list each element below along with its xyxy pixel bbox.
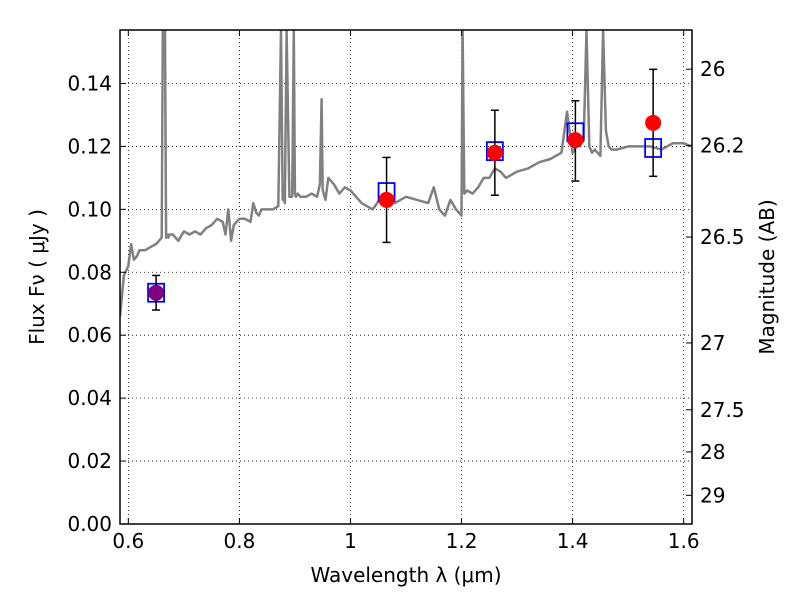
y-tick-label: 0.14 xyxy=(67,71,112,95)
y-tick-label: 0.12 xyxy=(67,134,112,158)
axes-frame xyxy=(119,29,693,525)
right-tick-label: 26.5 xyxy=(700,225,745,249)
x-tick-label: 1.2 xyxy=(446,529,478,553)
right-tick-label: 28 xyxy=(700,440,725,464)
y-tick-label: 0.10 xyxy=(67,197,112,221)
x-tick-label: 0.8 xyxy=(223,529,255,553)
x-tick-label: 0.6 xyxy=(112,529,144,553)
observed-photometry-point xyxy=(378,191,395,208)
y-tick-label: 0.00 xyxy=(67,512,112,536)
x-tick-label: 1.4 xyxy=(557,529,589,553)
right-tick-label: 26.2 xyxy=(700,134,745,158)
y-tick-label: 0.02 xyxy=(67,449,112,473)
y-tick-label: 0.08 xyxy=(67,260,112,284)
observed-photometry-point xyxy=(567,132,584,149)
plot-area xyxy=(120,30,692,317)
observed-photometry-point xyxy=(486,144,503,161)
x-axis-label: Wavelength λ (μm) xyxy=(310,563,501,587)
y-tick-label: 0.04 xyxy=(67,386,112,410)
y-axis-label-left: Flux Fν ( μJy ) xyxy=(25,209,49,345)
x-tick-label: 1.6 xyxy=(668,529,700,553)
y-tick-label: 0.06 xyxy=(67,323,112,347)
ticks: 0.6 0.8 1 1.2 1.4 1.6 0.00 0.02 0.04 0.06 0.08 0.10… xyxy=(67,30,745,553)
y-axis-label-right: Magnitude (AB) xyxy=(755,199,779,354)
right-tick-label: 27 xyxy=(700,331,725,355)
observed-photometry-point xyxy=(645,114,662,131)
right-tick-label: 29 xyxy=(700,483,725,507)
observed-photometry-point xyxy=(148,284,165,301)
x-tick-label: 1 xyxy=(344,529,357,553)
right-tick-label: 26 xyxy=(700,57,725,81)
right-tick-label: 27.5 xyxy=(700,398,745,422)
